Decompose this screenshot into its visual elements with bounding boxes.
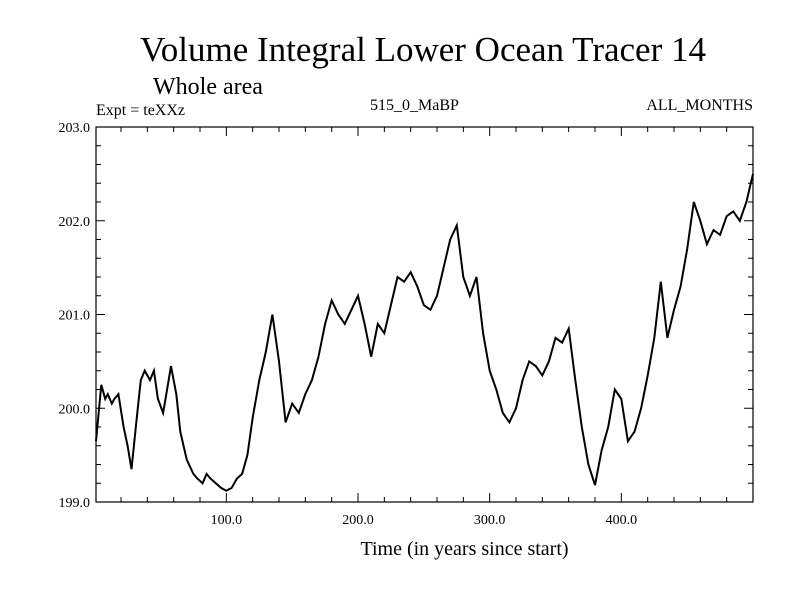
experiment-label: Expt = teXXz xyxy=(96,102,185,119)
x-tick-label: 100.0 xyxy=(211,513,243,528)
x-tick-label: 300.0 xyxy=(474,513,506,528)
run-label: 515_0_MaBP xyxy=(370,97,459,114)
y-tick-label: 202.0 xyxy=(59,215,91,230)
series-line xyxy=(95,173,754,492)
chart-title: Volume Integral Lower Ocean Tracer 14 xyxy=(140,30,706,69)
x-tick-label: 200.0 xyxy=(342,513,374,528)
y-tick-label: 200.0 xyxy=(59,402,91,417)
months-label: ALL_MONTHS xyxy=(646,97,753,114)
axis-tick-labels: 100.0 200.0 300.0 400.0 199.0 200.0 201.0 202.0… xyxy=(59,121,638,528)
y-tick-label: 203.0 xyxy=(59,121,91,136)
chart-subtitle: Whole area xyxy=(153,74,263,100)
x-axis-label: Time (in years since start) xyxy=(360,538,568,560)
y-tick-label: 199.0 xyxy=(59,496,91,511)
axis-ticks xyxy=(96,126,753,503)
x-tick-label: 400.0 xyxy=(606,513,638,528)
plot-frame xyxy=(95,126,754,503)
y-tick-label: 201.0 xyxy=(59,309,91,324)
